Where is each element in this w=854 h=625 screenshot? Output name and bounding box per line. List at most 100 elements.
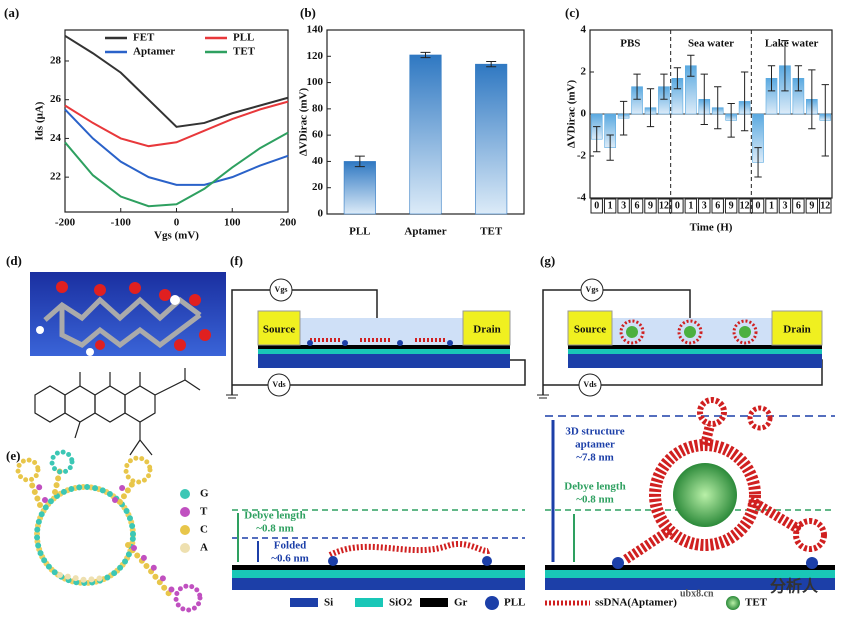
category-cell: [644, 198, 657, 214]
category-cell: [630, 198, 644, 214]
molecule-model: [30, 272, 226, 356]
x-tick-label: TET: [480, 226, 503, 238]
debye-label: Debye length: [564, 481, 625, 493]
group-label: PBS: [620, 38, 640, 50]
y-tick-label: -2: [577, 150, 587, 162]
category-cell: [603, 198, 617, 214]
panel-label: (d): [6, 253, 22, 268]
y-tick-label: 120: [307, 50, 324, 62]
error-bar: [354, 155, 365, 168]
y-tick-label: 2: [581, 66, 587, 78]
legend-label: PLL: [504, 597, 525, 609]
source-label: Source: [263, 324, 295, 336]
structure-label: aptamer: [575, 439, 615, 451]
error-bar: [754, 147, 762, 178]
error-bar: [593, 126, 601, 153]
legend-label: T: [200, 506, 208, 518]
legend-label: Si: [324, 597, 333, 609]
vgs-label: Vgs: [275, 285, 288, 294]
folded-label: Folded: [274, 540, 306, 552]
watermark: ubx8.cn: [680, 588, 714, 599]
category-cell: [819, 198, 832, 214]
series-line: [64, 100, 289, 148]
zoom-g: 3D structure aptamer ~7.8 nm Debye lengt…: [545, 397, 835, 590]
x-tick-label: -100: [111, 217, 132, 229]
category-cell: [698, 198, 711, 214]
error-bar: [781, 40, 789, 92]
x-axis-label: Vgs (mV): [154, 230, 199, 242]
y-tick-label: 24: [50, 132, 62, 144]
y-tick-label: 26: [50, 93, 62, 105]
x-tick-label: 6: [796, 200, 801, 211]
x-tick-label: 9: [729, 200, 734, 211]
error-bar: [740, 71, 749, 132]
x-tick-label: 0: [675, 200, 680, 211]
panel-label: (f): [230, 253, 243, 268]
x-tick-label: 3: [702, 200, 707, 211]
y-tick-label: 4: [581, 24, 587, 36]
series-line: [64, 131, 289, 208]
bar: [343, 161, 376, 215]
error-bar: [808, 69, 816, 130]
bar: [475, 63, 508, 215]
legend-label: SiO2: [389, 597, 413, 609]
debye-value: ~0.8 nm: [576, 494, 614, 506]
y-tick-label: 0: [581, 108, 587, 120]
error-bar: [714, 86, 722, 130]
x-tick-label: 1: [608, 200, 613, 211]
legend-label: TET: [233, 46, 256, 58]
y-axis-label: Ids (μA): [34, 101, 46, 140]
x-tick-label: 0: [594, 200, 599, 211]
category-cell: [684, 198, 698, 214]
error-bar: [420, 51, 431, 59]
x-tick-label: 12: [659, 200, 669, 211]
legend-label: ssDNA(Aptamer): [595, 597, 677, 609]
y-tick-label: 60: [312, 129, 324, 141]
x-tick-label: Aptamer: [404, 226, 446, 238]
error-bar: [633, 73, 641, 100]
legend-label: Aptamer: [133, 46, 175, 58]
y-tick-label: 40: [312, 155, 324, 167]
error-bar: [660, 73, 668, 100]
zoom-f: Debye length ~0.8 nm Folded ~0.6 nm: [232, 509, 525, 590]
skeletal-formula: [34, 368, 201, 456]
y-axis-label: ΔVDirac (mV): [298, 88, 310, 157]
category-cell: [805, 198, 819, 214]
error-bar: [687, 54, 695, 77]
debye-label: Debye length: [244, 510, 305, 522]
category-cell: [724, 198, 738, 214]
category-cell: [792, 198, 805, 214]
y-tick-label: 100: [307, 76, 324, 88]
panel-label: (a): [4, 5, 19, 20]
watermark: 分析人: [770, 577, 819, 596]
y-tick-label: 20: [312, 181, 324, 193]
category-cell: [778, 198, 792, 214]
panel-label: (c): [565, 5, 579, 20]
x-tick-label: 12: [740, 200, 750, 211]
vgs-label: Vgs: [586, 285, 599, 294]
nucleotide-legend: G T C A: [180, 488, 209, 554]
y-tick-label: 140: [307, 24, 324, 36]
error-bar: [700, 73, 708, 125]
device-f: Source Drain Vgs Vds: [226, 278, 526, 399]
y-tick-label: 80: [312, 102, 324, 114]
base-legend: Si SiO2 Gr PLL ssDNA(Aptamer) TET: [290, 596, 768, 610]
x-tick-label: 6: [715, 200, 720, 211]
legend-label: PLL: [233, 32, 254, 44]
category-cell: [590, 198, 603, 214]
x-tick-label: 1: [769, 200, 774, 211]
x-tick-label: 0: [756, 200, 761, 211]
folded-value: ~0.6 nm: [271, 553, 309, 565]
vds-label: Vds: [583, 380, 596, 389]
panel-label: (g): [540, 253, 555, 268]
y-tick-label: -4: [577, 192, 587, 204]
panel-label: (e): [6, 448, 20, 463]
vds-label: Vds: [272, 380, 285, 389]
category-cell: [765, 198, 778, 214]
group-label: Lake water: [765, 38, 819, 50]
group-label: Sea water: [688, 38, 734, 50]
category-cell: [657, 198, 671, 214]
debye-value: ~0.8 nm: [256, 523, 294, 535]
series-line: [64, 34, 289, 128]
